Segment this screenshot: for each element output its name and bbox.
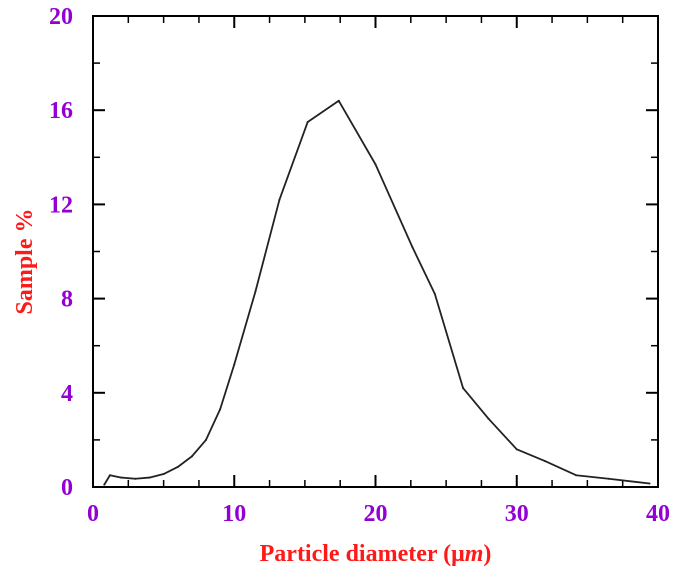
y-tick-label: 20	[49, 4, 73, 30]
data-point	[254, 290, 257, 293]
y-axis-title: Sample %	[12, 208, 38, 314]
x-axis-title-close: )	[483, 541, 491, 567]
data-point	[607, 477, 610, 480]
data-point	[233, 363, 236, 366]
data-point	[219, 408, 222, 411]
data-point	[648, 482, 651, 485]
data-point	[575, 474, 578, 477]
y-tick-label: 8	[61, 287, 73, 313]
data-point	[374, 163, 377, 166]
plot-frame	[92, 15, 659, 488]
data-point	[205, 438, 207, 441]
x-tick-label: 40	[646, 501, 670, 527]
data-point	[103, 483, 106, 486]
data-point	[148, 476, 151, 479]
x-tick-label: 30	[505, 501, 529, 527]
data-point	[190, 455, 193, 458]
x-tick-label: 20	[364, 501, 388, 527]
data-point	[120, 476, 123, 479]
x-axis-title-mu: μ	[451, 541, 465, 567]
y-tick-label: 0	[61, 475, 73, 501]
series-line	[103, 99, 650, 486]
y-tick-label: 16	[49, 98, 73, 124]
y-tick-label: 12	[49, 192, 73, 218]
data-point	[411, 245, 414, 248]
data-point	[337, 99, 340, 102]
x-tick-label: 10	[222, 501, 246, 527]
data-point	[462, 387, 465, 390]
data-point	[176, 465, 179, 468]
series-points	[103, 99, 651, 486]
data-point	[134, 477, 137, 480]
x-axis-title-main: Particle diameter (	[260, 541, 451, 567]
y-tick-label: 4	[61, 381, 73, 407]
x-axis-title-unit: m	[465, 541, 484, 567]
data-point	[544, 460, 546, 463]
data-point	[162, 473, 165, 476]
data-point	[433, 292, 436, 295]
data-point	[515, 448, 518, 451]
data-point	[306, 120, 309, 123]
data-point	[487, 417, 490, 420]
x-tick-label: 0	[87, 501, 99, 527]
data-point	[108, 474, 111, 477]
minor-ticks	[93, 16, 658, 487]
x-tick-labels: 0 10 20 30 40	[87, 501, 670, 527]
data-point	[278, 198, 281, 201]
major-ticks	[92, 15, 659, 488]
y-tick-labels: 0 4 8 12 16 20	[49, 4, 73, 501]
x-axis-title: Particle diameter (μm)	[260, 541, 492, 567]
